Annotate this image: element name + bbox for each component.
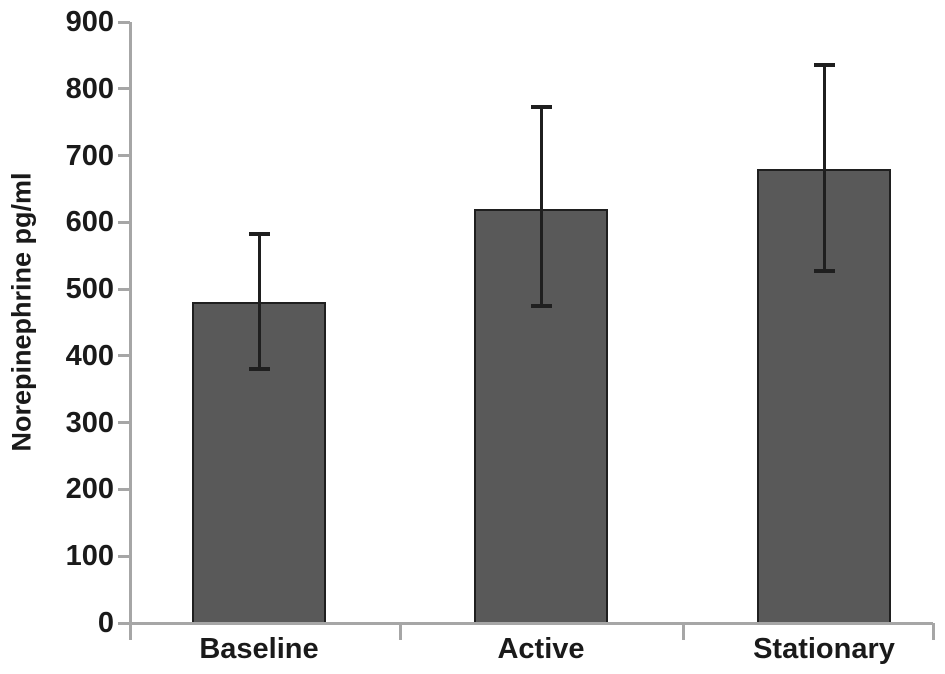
error-bar-cap-top <box>248 231 270 236</box>
x-tick-label-active: Active <box>497 633 585 665</box>
y-axis-tick <box>118 20 130 24</box>
x-axis-tick <box>398 623 402 640</box>
x-axis-line <box>130 621 933 625</box>
y-axis-tick <box>118 487 130 491</box>
y-tick-label-400: 400 <box>65 339 114 372</box>
y-tick-label-0: 0 <box>97 607 114 639</box>
error-bar-cap-top <box>813 63 835 68</box>
y-tick-label-800: 800 <box>65 72 114 105</box>
y-tick-label-700: 700 <box>65 139 114 172</box>
y-axis-tick <box>118 621 130 625</box>
x-tick-label-baseline: Baseline <box>199 633 319 665</box>
error-bar-cap-bottom <box>530 303 552 308</box>
y-axis-tick <box>118 554 130 558</box>
y-axis-tick <box>118 354 130 358</box>
y-tick-label-900: 900 <box>65 6 114 38</box>
error-bar-cap-bottom <box>248 367 270 372</box>
y-axis-tick <box>118 421 130 425</box>
y-axis-title: Norepinephrine pg/ml <box>6 172 37 452</box>
error-bar-cap-bottom <box>813 269 835 274</box>
x-axis-tick <box>128 623 132 640</box>
error-bar-line <box>539 107 543 306</box>
y-tick-label-100: 100 <box>65 540 114 573</box>
error-bar-line <box>257 233 261 370</box>
x-axis-tick <box>931 623 935 640</box>
y-tick-label-200: 200 <box>65 473 114 506</box>
y-axis-tick <box>118 287 130 291</box>
y-axis-line <box>128 22 132 623</box>
y-tick-label-600: 600 <box>65 206 114 239</box>
y-axis-tick <box>118 220 130 224</box>
x-tick-label-stationary: Stationary <box>753 633 895 665</box>
y-axis-tick <box>118 87 130 91</box>
y-axis-tick <box>118 154 130 158</box>
y-tick-label-300: 300 <box>65 406 114 439</box>
error-bar-line <box>822 65 826 272</box>
y-tick-label-500: 500 <box>65 273 114 306</box>
error-bar-cap-top <box>530 105 552 110</box>
x-axis-tick <box>681 623 685 640</box>
